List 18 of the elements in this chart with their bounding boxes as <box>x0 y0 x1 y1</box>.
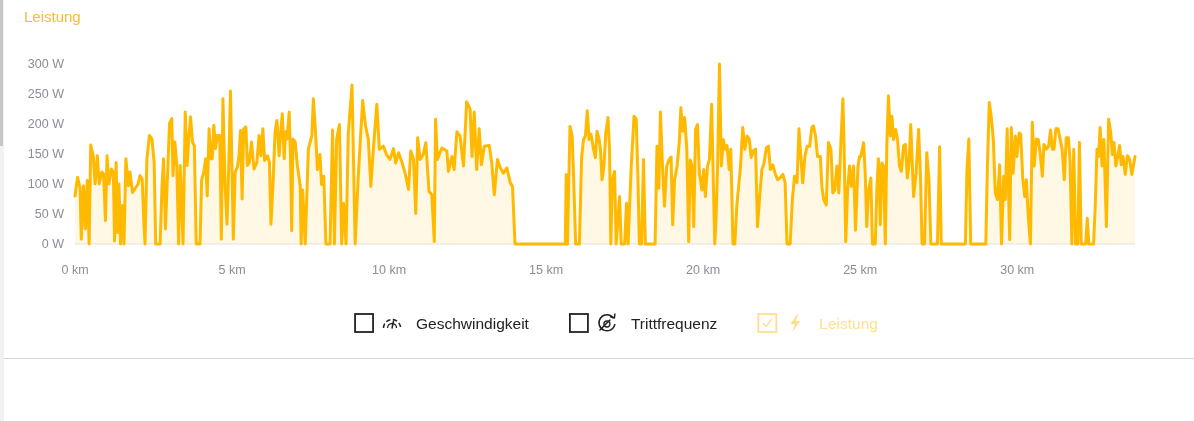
x-tick-label: 5 km <box>218 263 246 277</box>
legend-label: Geschwindigkeit <box>416 314 530 332</box>
x-tick-label: 25 km <box>843 263 878 277</box>
y-tick-label: 300 W <box>27 57 65 71</box>
y-tick-label: 200 W <box>27 117 65 131</box>
x-tick-label: 20 km <box>686 263 721 277</box>
y-tick-label: 100 W <box>27 177 65 191</box>
y-tick-label: 50 W <box>34 207 65 221</box>
x-tick-label: 10 km <box>372 263 407 277</box>
legend-label: Leistung <box>819 314 878 332</box>
x-tick-label: 0 km <box>61 263 89 277</box>
y-tick-label: 250 W <box>27 87 65 101</box>
y-tick-label: 150 W <box>27 147 65 161</box>
legend-label: Trittfrequenz <box>630 314 718 332</box>
y-tick-label: 0 W <box>41 237 65 251</box>
chart-title: Leistung <box>24 7 81 25</box>
x-tick-label: 15 km <box>529 263 564 277</box>
x-tick-label: 30 km <box>1000 263 1035 277</box>
